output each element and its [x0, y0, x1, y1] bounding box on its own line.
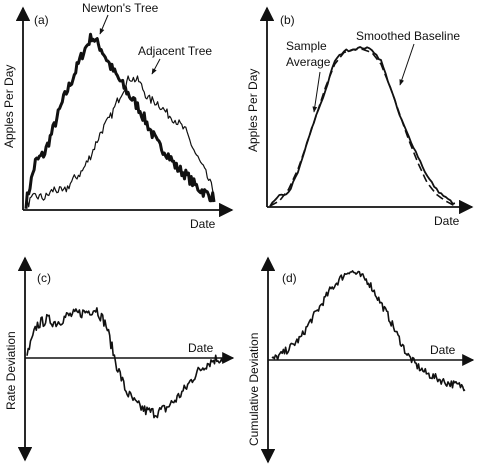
panel-c-series-1-line — [26, 307, 226, 419]
panel-d: (d) Date Cumulative Deviation — [247, 256, 475, 464]
panel-b-x-label: Date — [434, 214, 460, 228]
panel-d-y-label: Cumulative Deviation — [247, 333, 261, 446]
panel-a-label: (a) — [34, 13, 49, 27]
panel-a-annotation-newton: Newton's Tree — [82, 1, 159, 15]
panel-b-annotation-sample-line1: Sample — [286, 39, 327, 53]
panel-d-label: (d) — [282, 271, 297, 285]
panel-a: (a) Date Apples Per Day Newton's Tree Ad… — [2, 1, 234, 231]
panel-b-series-1 — [269, 46, 456, 207]
panel-d-series-1 — [271, 270, 466, 392]
panel-b-series-2-line — [269, 48, 456, 207]
panel-a-annotation-adjacent-leader — [151, 58, 161, 75]
panel-a-series-2-line — [25, 75, 215, 208]
panel-c-y-label: Rate Deviation — [4, 331, 18, 410]
panel-a-annotation-newton-leader — [99, 14, 109, 35]
panel-a-series-1-line — [24, 32, 216, 209]
panel-b-label: (b) — [280, 13, 295, 27]
panel-b-y-label: Apples Per Day — [246, 69, 260, 152]
panel-a-y-label: Apples Per Day — [2, 65, 16, 148]
panel-d-series-1-line — [271, 270, 466, 392]
panel-c-label: (c) — [37, 271, 51, 285]
panel-b-series-1-line — [269, 46, 456, 207]
panel-b-annotation-sample-leader — [312, 71, 321, 113]
panel-a-series-1 — [24, 32, 216, 209]
panel-b: (b) Date Apples Per Day Sample Average S… — [246, 6, 474, 228]
panel-b-series-2 — [269, 48, 456, 207]
panel-a-x-label: Date — [190, 217, 216, 231]
panel-c-x-label: Date — [188, 341, 214, 355]
panel-a-annotation-adjacent: Adjacent Tree — [138, 44, 212, 58]
panel-b-annotation-smoothed: Smoothed Baseline — [356, 29, 460, 43]
panel-b-annotation-smoothed-leader — [399, 43, 415, 86]
panel-d-x-label: Date — [430, 343, 456, 357]
panel-a-series-2 — [25, 75, 215, 208]
panel-b-annotation-sample-line2: Average — [286, 55, 331, 69]
panel-c: (c) Date Rate Deviation — [4, 256, 235, 462]
panel-c-series-1 — [26, 307, 226, 419]
